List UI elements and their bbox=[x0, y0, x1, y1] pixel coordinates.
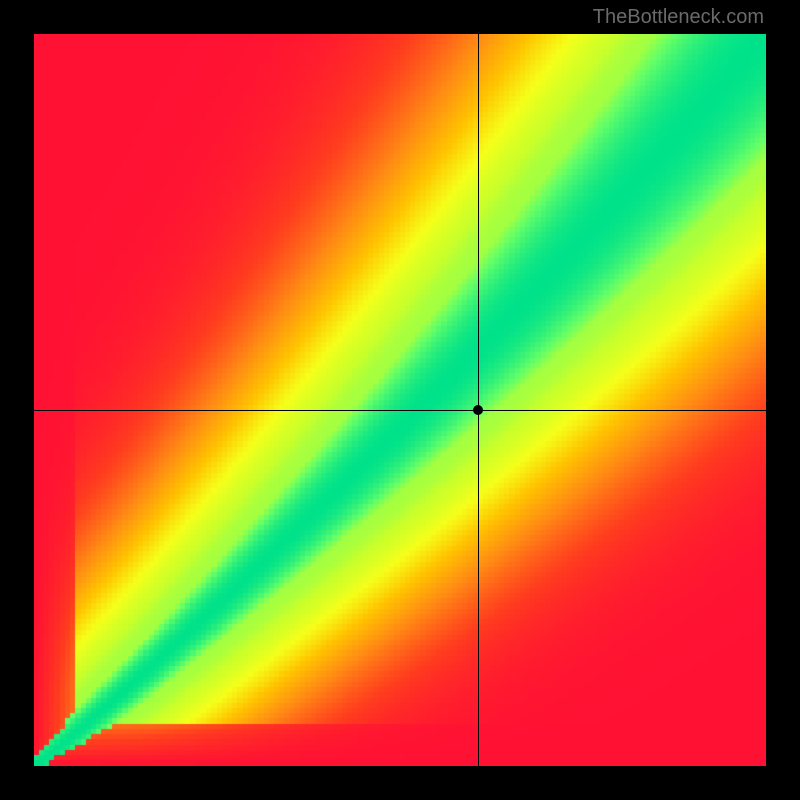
crosshair-marker-dot bbox=[473, 405, 483, 415]
crosshair-vertical bbox=[478, 34, 479, 766]
crosshair-horizontal bbox=[34, 410, 766, 411]
watermark-text: TheBottleneck.com bbox=[593, 6, 764, 29]
heatmap-canvas bbox=[34, 34, 766, 766]
heatmap-plot bbox=[34, 34, 766, 766]
chart-container: TheBottleneck.com bbox=[0, 0, 800, 800]
